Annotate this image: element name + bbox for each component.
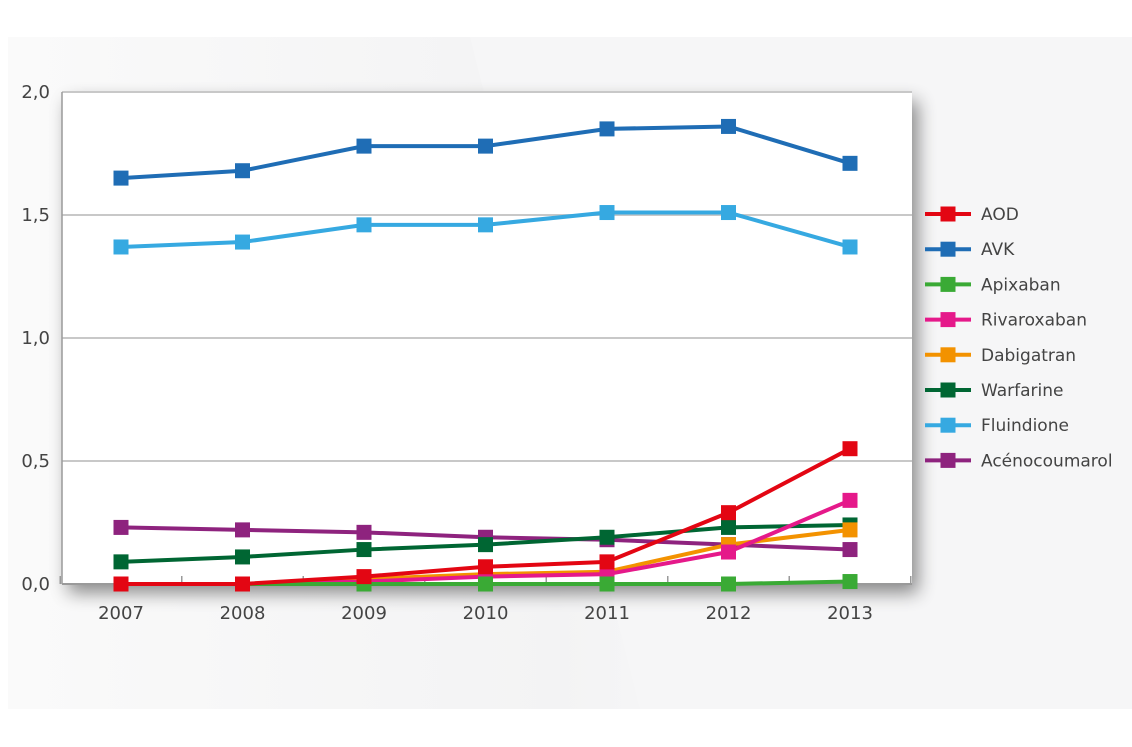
legend-label: Warfarine xyxy=(981,381,1063,401)
data-point xyxy=(235,234,250,250)
data-point xyxy=(599,121,615,137)
data-point xyxy=(235,549,250,565)
data-point xyxy=(599,205,615,221)
data-point xyxy=(842,574,858,590)
legend-swatch-marker xyxy=(940,347,956,363)
data-point xyxy=(478,138,493,154)
legend-label: Acénocoumarol xyxy=(981,451,1113,471)
data-point xyxy=(478,217,493,233)
data-point xyxy=(478,559,493,575)
legend-item: Warfarine xyxy=(925,381,1063,401)
legend-label: Fluindione xyxy=(981,416,1069,436)
data-point xyxy=(113,519,129,535)
data-point xyxy=(356,524,372,540)
series-avk xyxy=(113,118,858,186)
data-point xyxy=(842,492,858,508)
data-series xyxy=(113,118,858,592)
data-point xyxy=(721,205,736,221)
data-point xyxy=(235,522,250,538)
series-fluindione xyxy=(113,205,858,255)
legend-swatch-marker xyxy=(940,382,956,398)
x-tick-label: 2008 xyxy=(220,603,266,624)
data-point xyxy=(478,576,493,592)
data-point xyxy=(235,576,250,592)
legend-swatch-marker xyxy=(940,241,956,257)
legend-label: Apixaban xyxy=(981,275,1061,295)
legend-label: AOD xyxy=(981,205,1019,225)
legend-item: AVK xyxy=(925,240,1015,260)
y-tick-label: 1,0 xyxy=(21,328,50,349)
data-point xyxy=(721,544,736,560)
x-tick-label: 2009 xyxy=(341,603,387,624)
data-point xyxy=(599,554,615,570)
legend-swatch-marker xyxy=(940,276,956,292)
data-point xyxy=(113,239,129,255)
y-tick-label: 0,0 xyxy=(21,574,50,595)
legend-item: Apixaban xyxy=(925,275,1061,295)
data-point xyxy=(842,522,858,538)
legend-label: AVK xyxy=(981,240,1015,260)
y-tick-label: 0,5 xyxy=(21,451,50,472)
legend-item: Fluindione xyxy=(925,416,1069,436)
x-tick-label: 2010 xyxy=(463,603,509,624)
legend-label: Dabigatran xyxy=(981,346,1076,366)
data-point xyxy=(113,554,129,570)
legend-swatch-marker xyxy=(940,417,956,433)
legend-item: Acénocoumarol xyxy=(925,451,1113,471)
legend-item: Dabigatran xyxy=(925,346,1076,366)
x-tick-label: 2011 xyxy=(584,603,630,624)
gridlines xyxy=(62,91,912,462)
data-point xyxy=(599,529,615,545)
legend-label: Rivaroxaban xyxy=(981,311,1087,331)
y-tick-label: 1,5 xyxy=(21,205,50,226)
data-point xyxy=(842,542,858,558)
data-point xyxy=(356,569,372,585)
data-point xyxy=(356,542,372,558)
data-point xyxy=(599,576,615,592)
data-point xyxy=(842,239,858,255)
legend: AOD AVK Apixaban Rivaroxaban Dabigatran Warfa… xyxy=(925,205,1113,471)
data-point xyxy=(721,519,736,535)
data-point xyxy=(721,118,736,134)
data-point xyxy=(235,163,250,179)
x-tick-label: 2007 xyxy=(98,603,144,624)
data-point xyxy=(478,537,493,553)
data-point xyxy=(113,576,129,592)
legend-swatch-marker xyxy=(940,206,956,222)
legend-item: Rivaroxaban xyxy=(925,311,1087,331)
x-tick-label: 2012 xyxy=(706,603,752,624)
legend-item: AOD xyxy=(925,205,1019,225)
data-point xyxy=(842,155,858,171)
x-tick-label: 2013 xyxy=(827,603,873,624)
data-point xyxy=(356,217,372,233)
data-point xyxy=(356,138,372,154)
legend-swatch-marker xyxy=(940,312,956,328)
data-point xyxy=(721,576,736,592)
y-tick-label: 2,0 xyxy=(21,82,50,103)
legend-swatch-marker xyxy=(940,452,956,468)
data-point xyxy=(721,505,736,521)
data-point xyxy=(842,441,858,457)
series-aod xyxy=(113,441,858,592)
data-point xyxy=(113,170,129,186)
